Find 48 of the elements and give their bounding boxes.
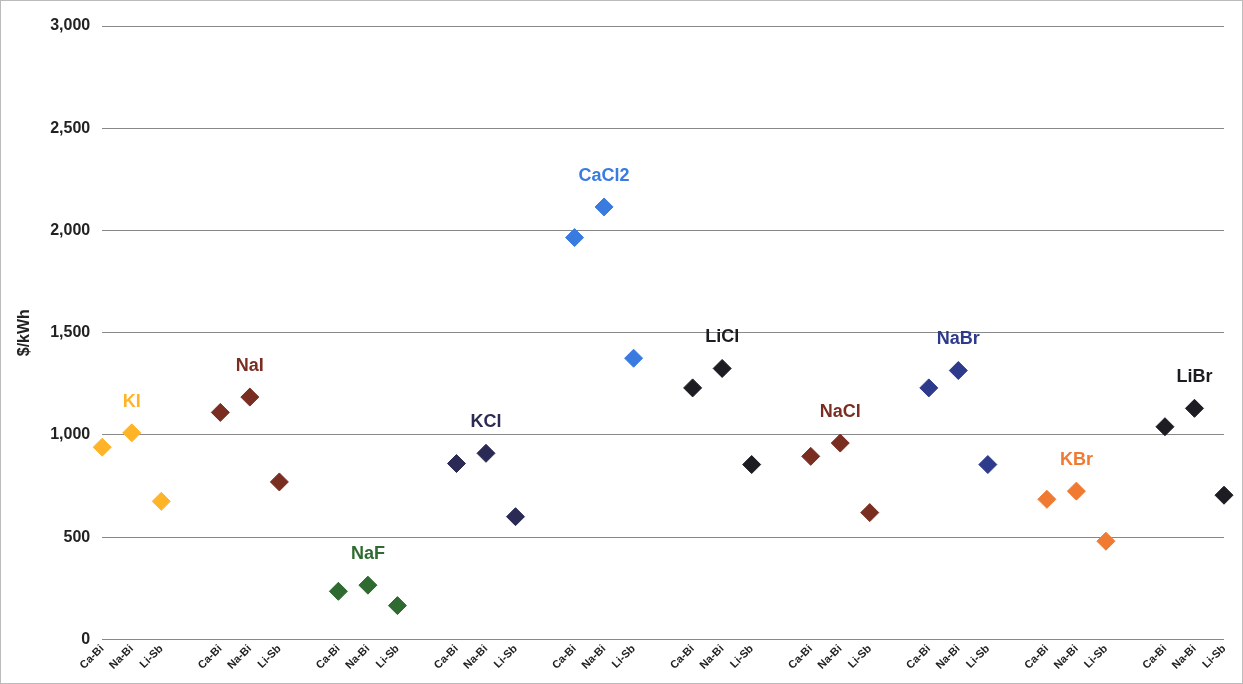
point: [92, 437, 112, 457]
point: [801, 446, 821, 466]
series-label: LiCl: [705, 326, 740, 347]
point: [594, 197, 614, 217]
point: [387, 596, 407, 616]
point: [978, 455, 998, 475]
series-label: KBr: [1059, 449, 1093, 470]
point: [476, 443, 496, 463]
point: [506, 507, 526, 527]
series-label: KI: [122, 390, 141, 411]
y-tick-label: 1,500: [50, 323, 91, 341]
series-label: CaCl2: [578, 164, 630, 185]
point: [919, 378, 939, 398]
series-label: NaI: [235, 355, 264, 376]
series-label: LiBr: [1176, 366, 1213, 387]
point: [712, 358, 732, 378]
point: [446, 454, 466, 474]
series-label: NaF: [350, 543, 385, 564]
point: [565, 228, 585, 248]
point: [210, 402, 230, 422]
point: [358, 575, 378, 595]
point: [1155, 417, 1175, 437]
y-tick-label: 2,000: [50, 220, 91, 238]
point: [240, 387, 260, 407]
point: [1184, 398, 1204, 418]
point: [122, 423, 142, 443]
y-tick-label: 2,500: [50, 118, 91, 136]
point: [742, 455, 762, 475]
point: [1037, 489, 1057, 509]
point: [624, 348, 644, 368]
y-tick-label: 500: [63, 527, 91, 545]
series-label: NaCl: [819, 401, 861, 422]
point: [1214, 485, 1234, 505]
y-tick-label: 3,000: [50, 16, 91, 34]
point: [151, 491, 171, 511]
point: [860, 503, 880, 523]
y-tick-label: 1,000: [50, 425, 91, 443]
y-tick-label: 0: [81, 629, 91, 647]
point: [830, 433, 850, 453]
point: [683, 378, 703, 398]
point: [1066, 481, 1086, 501]
point: [1096, 531, 1116, 551]
series-label: NaBr: [936, 328, 980, 349]
point: [269, 472, 289, 492]
point: [948, 361, 968, 380]
point: [328, 581, 348, 601]
series-label: KCl: [470, 411, 502, 432]
y-axis-title: $/kWh: [15, 309, 33, 357]
